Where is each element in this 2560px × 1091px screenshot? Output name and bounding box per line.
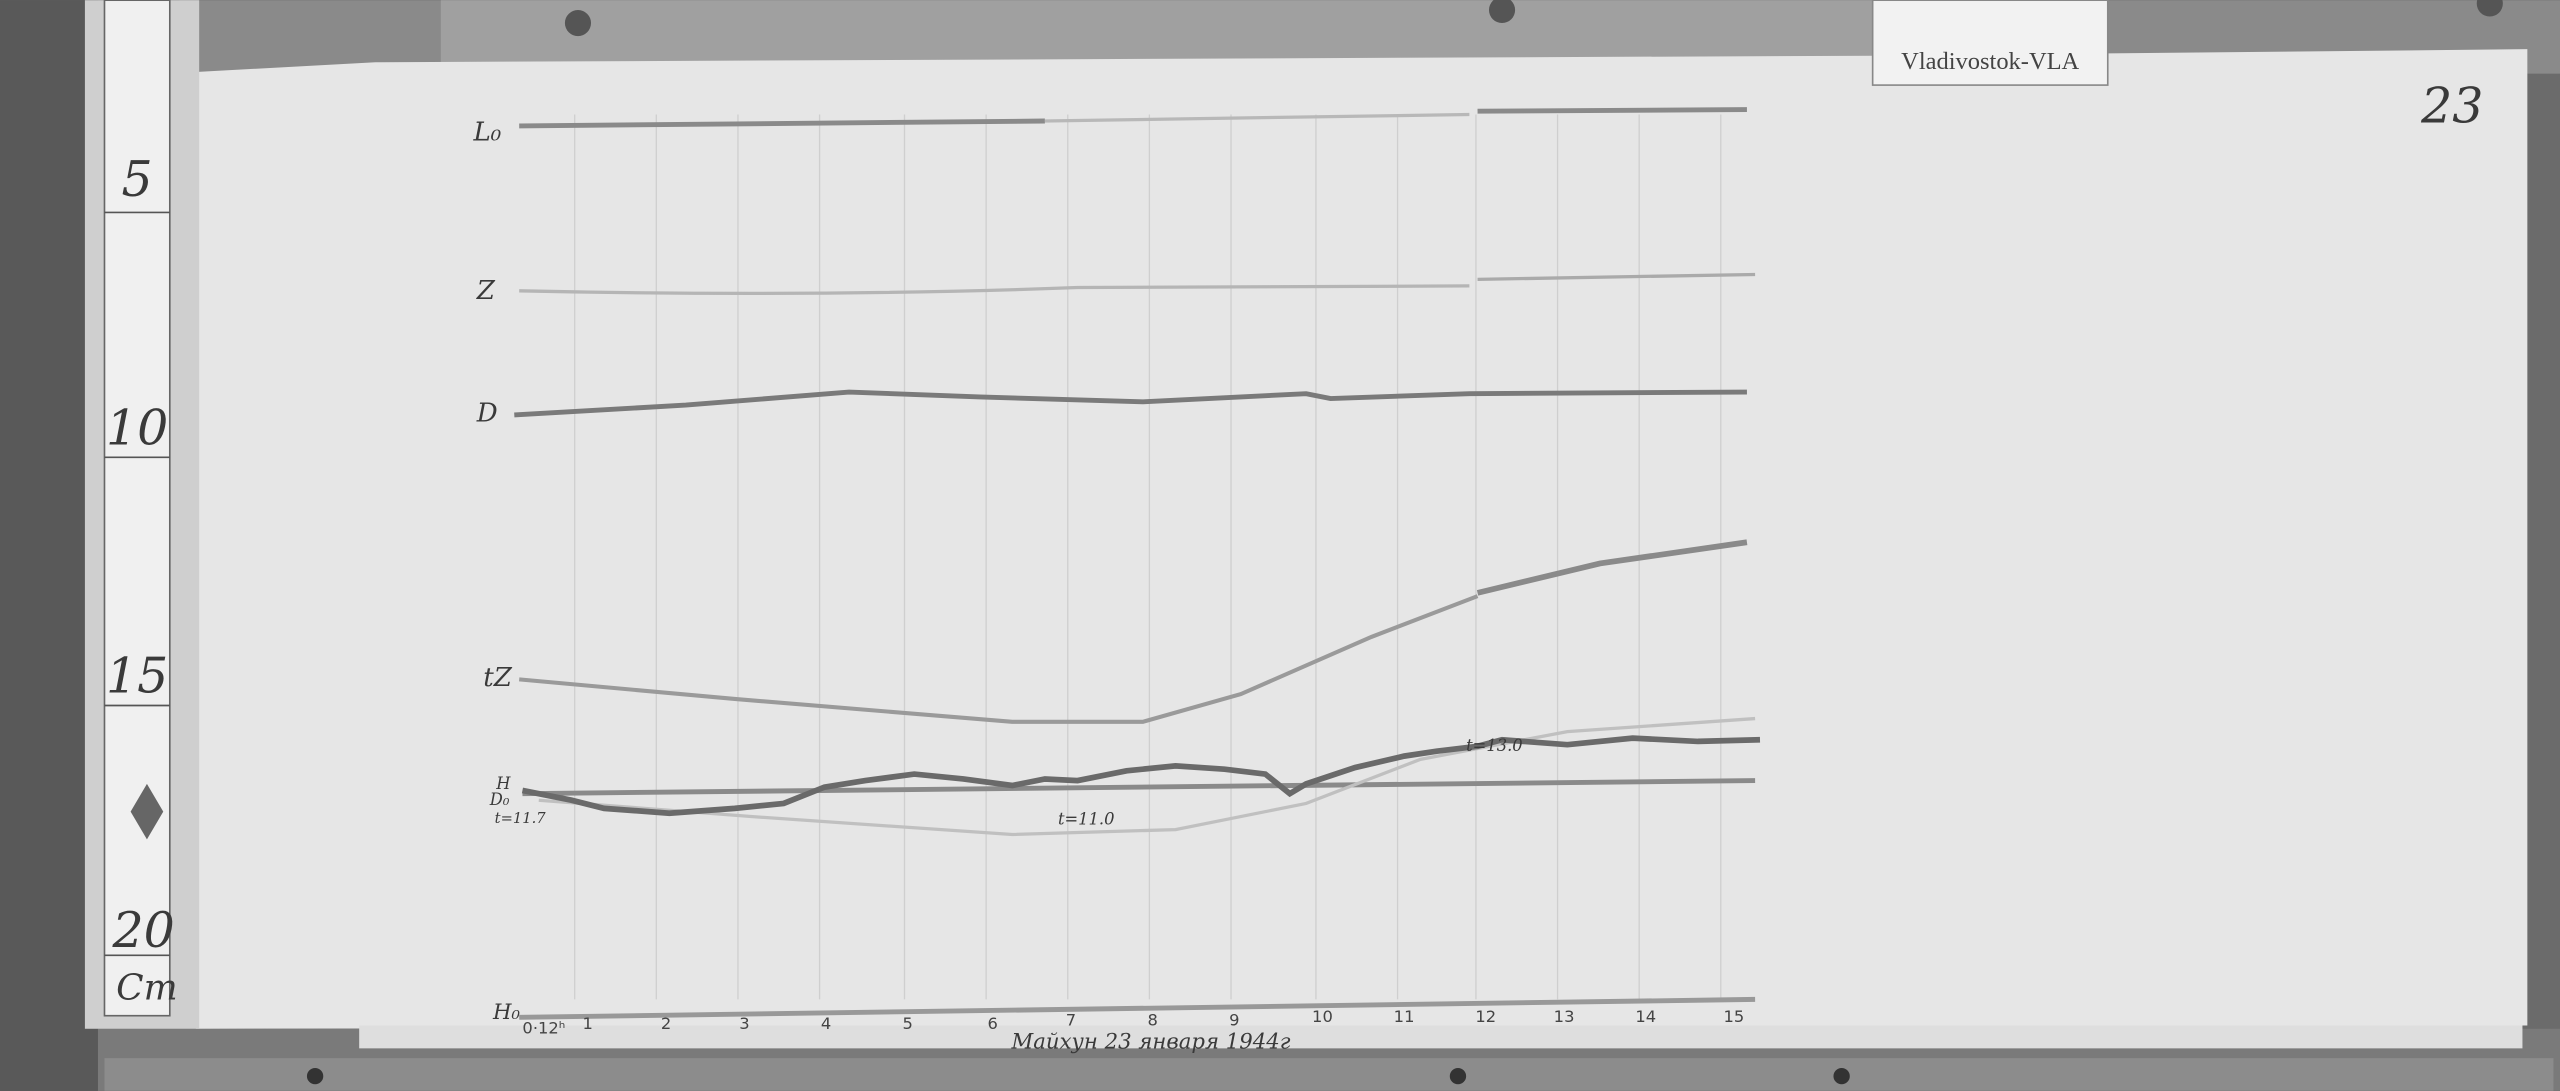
- paper-sheet: [195, 49, 2528, 1029]
- label-tz: tZ: [483, 663, 512, 693]
- station-tag-text: Vladivostok-VLA: [1901, 48, 2079, 75]
- screw-icon: [2476, 0, 2503, 17]
- transparent-cover: [440, 0, 1878, 66]
- ruler-mark: 15: [106, 647, 168, 704]
- screw-icon: [1833, 1067, 1850, 1085]
- trace-h: [521, 735, 1761, 817]
- trace-tz: [518, 594, 1479, 724]
- time-start-label: 0·12ʰ: [522, 1019, 565, 1038]
- hour-tick-label: 13: [1554, 1007, 1575, 1026]
- hour-tick-label: 11: [1394, 1007, 1415, 1026]
- hour-tick-label: 2: [661, 1014, 671, 1033]
- trace-l0-late: [1477, 107, 1747, 114]
- hour-tick-label: 8: [1147, 1011, 1157, 1030]
- caption-strip: [359, 1025, 2523, 1049]
- ruler-unit: Cm: [116, 967, 178, 1008]
- label-z: Z: [476, 276, 496, 306]
- label-t-late: t=13.0: [1466, 736, 1523, 755]
- screw-icon: [306, 1067, 324, 1085]
- trace-z: [519, 284, 1470, 296]
- ruler-mark: 5: [122, 151, 153, 208]
- ruler-mark: 10: [106, 399, 168, 456]
- trace-temperature: [538, 716, 1756, 837]
- hour-tick-label: 4: [821, 1014, 831, 1033]
- wood-left: [0, 0, 98, 1091]
- screw-icon: [564, 9, 592, 37]
- hour-tick-label: 3: [739, 1014, 749, 1033]
- label-t-start: t=11.7: [495, 810, 547, 827]
- label-d: D: [476, 398, 498, 428]
- hour-tick-label: 1: [583, 1014, 593, 1033]
- label-t-mid: t=11.0: [1058, 810, 1115, 829]
- sheet-number: 23: [2420, 78, 2483, 135]
- hour-tick-label: 7: [1066, 1011, 1076, 1030]
- label-d0: D₀: [489, 790, 510, 809]
- hour-tick-label: 9: [1229, 1011, 1239, 1030]
- hour-tick-label: 6: [987, 1014, 997, 1033]
- label-h: H: [495, 774, 511, 793]
- hour-tick-label: 14: [1635, 1007, 1656, 1026]
- label-h0: H₀: [492, 1000, 521, 1025]
- record-caption: Майхун 23 января 1944г: [1011, 1029, 1291, 1054]
- hour-gridlines: [574, 114, 1722, 1000]
- station-tag: [1871, 0, 2109, 86]
- hour-tick-label: 5: [903, 1014, 913, 1033]
- diamond-marker-icon: [130, 783, 164, 840]
- hour-tick-label: 12: [1475, 1007, 1496, 1026]
- trace-tz-late: [1476, 539, 1748, 596]
- trace-h-baseline: [522, 778, 1756, 797]
- hour-tick-label: 15: [1723, 1007, 1744, 1026]
- time-axis-line: [519, 996, 1756, 1020]
- bottom-strip: [104, 1058, 2554, 1091]
- ruler-scale: [103, 0, 171, 1017]
- screw-icon: [1449, 1067, 1467, 1085]
- screw-icon: [1488, 0, 1516, 24]
- trace-z-late: [1477, 272, 1756, 282]
- hour-tick-label: 10: [1312, 1007, 1333, 1026]
- label-l0: L₀: [472, 118, 501, 148]
- trace-d: [514, 389, 1747, 418]
- trace-l0-faint: [1044, 112, 1470, 123]
- ruler-mark: 20: [112, 902, 175, 959]
- trace-l0: [519, 118, 1045, 129]
